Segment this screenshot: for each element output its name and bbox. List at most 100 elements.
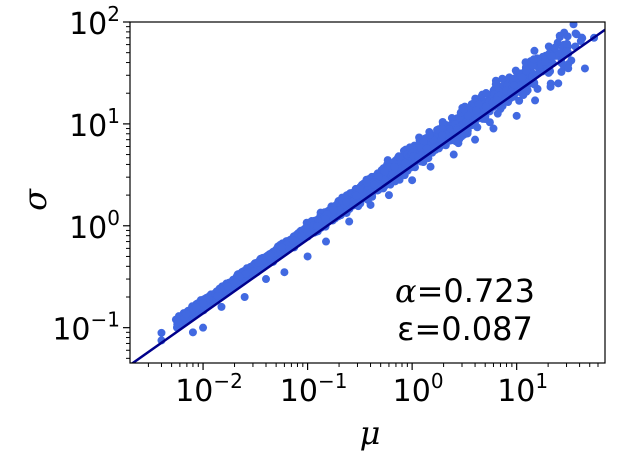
scatter-cloud [157, 22, 599, 345]
data-point [322, 237, 330, 246]
y-tick-label: 10−1 [52, 308, 120, 348]
data-point [580, 64, 589, 73]
cloud-point [563, 32, 572, 41]
x-axis-label: μ [360, 414, 381, 452]
cloud-point [265, 251, 274, 260]
data-point [240, 292, 249, 301]
cloud-point [401, 158, 410, 167]
cloud-point [473, 123, 482, 132]
cloud-point [289, 236, 298, 245]
cloud-point [571, 29, 580, 38]
data-point [531, 96, 540, 105]
data-point [426, 162, 435, 171]
cloud-point [540, 57, 549, 66]
cloud-point [530, 46, 539, 55]
fit-line-group [130, 28, 605, 363]
cloud-point [241, 270, 250, 279]
alpha-symbol: α [395, 272, 417, 310]
x-tick-label: 100 [393, 369, 444, 409]
cloud-point [342, 198, 351, 207]
cloud-point [547, 52, 556, 61]
y-tick-label: 101 [69, 104, 120, 144]
data-point [449, 150, 458, 159]
cloud-point [576, 37, 585, 46]
cloud-point [321, 214, 330, 223]
cloud-point [551, 43, 560, 52]
cloud-point [380, 167, 389, 176]
fit-line [130, 28, 605, 363]
cloud-point [223, 282, 232, 291]
cloud-point [464, 111, 472, 120]
cloud-point [546, 82, 555, 91]
cloud-point [438, 131, 447, 140]
cloud-point [329, 206, 338, 215]
data-point [408, 176, 417, 185]
annotation-alpha: α=0.723 [395, 272, 535, 310]
cloud-point [416, 143, 425, 152]
data-point [199, 323, 208, 332]
cloud-point [335, 206, 344, 215]
cloud-point [182, 310, 191, 319]
data-point [512, 111, 521, 120]
data-point [280, 268, 289, 277]
cloud-point [250, 267, 259, 276]
data-point [217, 302, 226, 311]
cloud-point [509, 81, 518, 90]
cloud-point [278, 243, 287, 252]
cloud-point [459, 105, 468, 114]
x-tick-label: 10−1 [280, 369, 348, 409]
cloud-point [313, 222, 322, 231]
cloud-point [425, 130, 434, 139]
cloud-point [462, 117, 471, 126]
cloud-point [419, 137, 428, 146]
cloud-point [564, 64, 573, 73]
data-point [384, 191, 393, 200]
cloud-point [213, 291, 222, 300]
y-axis-label: σ [16, 188, 54, 211]
annotation-epsilon: ε=0.087 [397, 310, 533, 348]
cloud-point [352, 191, 361, 200]
x-tick-label: 101 [497, 369, 548, 409]
alpha-value: =0.723 [417, 272, 535, 310]
cloud-point [515, 96, 524, 105]
cloud-point [370, 180, 379, 189]
cloud-point [395, 152, 404, 161]
data-point [303, 252, 312, 261]
cloud-point [472, 106, 481, 115]
cloud-point [522, 66, 531, 75]
data-point [554, 79, 563, 88]
cloud-point [528, 61, 537, 70]
data-point [471, 135, 480, 144]
cloud-point [192, 303, 201, 312]
cloud-point [481, 102, 490, 111]
cloud-point [433, 125, 442, 134]
cloud-point [563, 39, 572, 48]
cloud-point [362, 178, 371, 187]
cloud-point [498, 74, 507, 83]
cloud-point [555, 31, 564, 40]
data-point [157, 328, 166, 337]
cloud-point [297, 231, 306, 240]
cloud-point [492, 96, 501, 105]
axis-ticks: 10−2 10−1 100 101 10−1 100 101 102 [52, 2, 599, 409]
cloud-point [557, 67, 566, 76]
epsilon-value: =0.087 [414, 310, 532, 348]
cloud-point [355, 185, 364, 194]
cloud-point [529, 55, 538, 64]
cloud-point [380, 175, 389, 184]
cloud-point [491, 80, 500, 89]
cloud-point [254, 258, 263, 267]
data-point [188, 328, 197, 337]
x-tick-label: 10−2 [175, 369, 243, 409]
cloud-point [174, 319, 183, 328]
cloud-point [232, 278, 241, 287]
cloud-point [509, 74, 518, 83]
data-point [569, 22, 578, 29]
cloud-point [511, 66, 520, 75]
y-tick-label: 102 [69, 2, 120, 42]
cloud-point [518, 73, 527, 82]
svg-text:ε=0.087: ε=0.087 [397, 310, 533, 348]
cloud-point [451, 137, 460, 146]
cloud-point [482, 89, 491, 98]
